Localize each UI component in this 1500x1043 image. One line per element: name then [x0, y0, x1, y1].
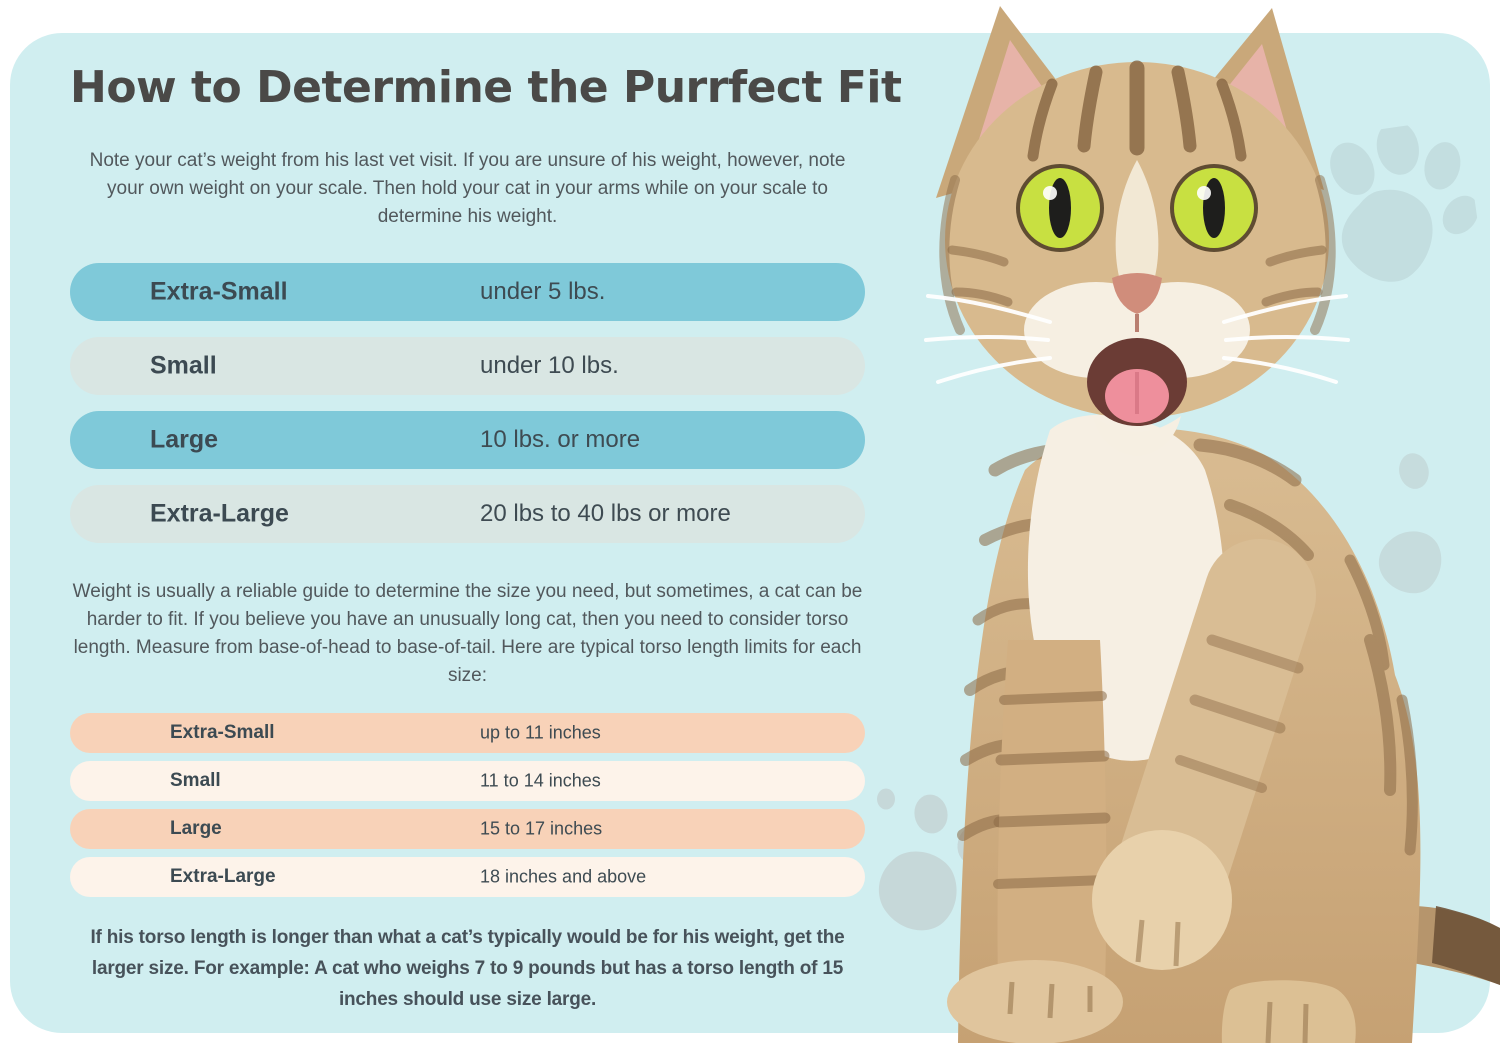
- size-value: 18 inches and above: [480, 866, 647, 887]
- size-value: 20 lbs to 40 lbs or more: [480, 500, 731, 527]
- size-label: Small: [170, 770, 221, 791]
- table-row: Large 15 to 17 inches: [70, 809, 865, 849]
- table-row: Small under 10 lbs.: [70, 337, 865, 395]
- size-label: Extra-Large: [170, 866, 276, 887]
- intro-paragraph: Note your cat’s weight from his last vet…: [89, 150, 846, 227]
- table-row: Extra-Large 18 inches and above: [70, 857, 865, 897]
- size-value: under 5 lbs.: [480, 278, 606, 305]
- table-row: Extra-Small under 5 lbs.: [70, 263, 865, 321]
- size-label: Large: [150, 425, 219, 454]
- size-value: 15 to 17 inches: [480, 818, 603, 839]
- size-value: under 10 lbs.: [480, 352, 619, 379]
- table-row: Small 11 to 14 inches: [70, 761, 865, 801]
- table-row: Extra-Large 20 lbs to 40 lbs or more: [70, 485, 865, 543]
- paw-print-icon: [1330, 120, 1479, 282]
- table-row: Extra-Small up to 11 inches: [70, 713, 865, 753]
- size-label: Large: [170, 818, 222, 839]
- page-title: How to Determine the Purrfect Fit: [70, 62, 902, 113]
- torso-length-table: Extra-Small up to 11 inches Small 11 to …: [70, 713, 865, 905]
- paw-print-icon: [1378, 453, 1442, 594]
- size-label: Extra-Small: [150, 277, 288, 306]
- size-value: 10 lbs. or more: [480, 426, 641, 453]
- weight-size-table: Extra-Small under 5 lbs. Small under 10 …: [70, 263, 865, 559]
- footer-note: If his torso length is longer than what …: [90, 927, 845, 1010]
- left-column: How to Determine the Purrfect Fit Note y…: [70, 0, 902, 1043]
- size-value: 11 to 14 inches: [480, 770, 601, 791]
- size-label: Small: [150, 351, 217, 380]
- torso-paragraph: Weight is usually a reliable guide to de…: [72, 581, 863, 686]
- size-value: up to 11 inches: [480, 722, 601, 743]
- table-row: Large 10 lbs. or more: [70, 411, 865, 469]
- cat-photo: [924, 6, 1500, 1043]
- size-label: Extra-Large: [150, 499, 289, 528]
- size-label: Extra-Small: [170, 722, 275, 743]
